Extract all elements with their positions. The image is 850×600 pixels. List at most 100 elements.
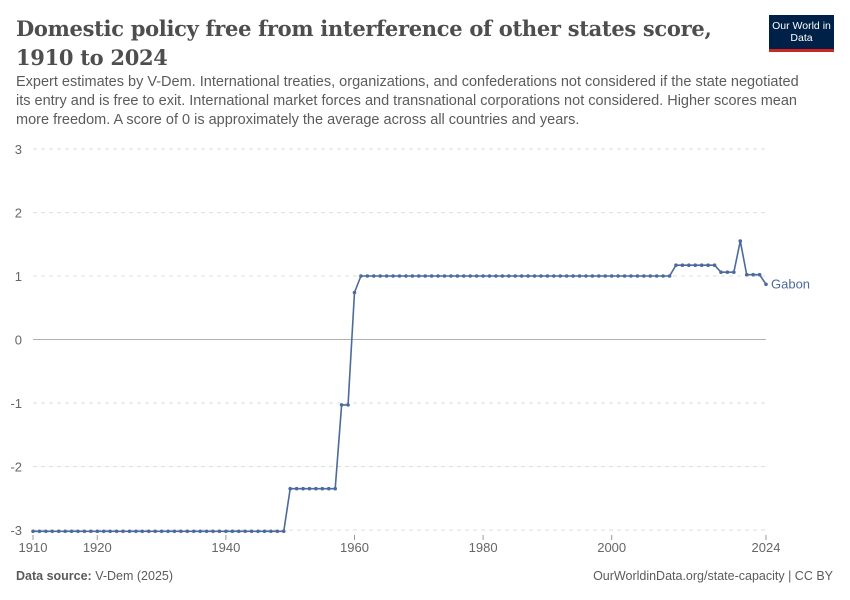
data-point: [359, 274, 363, 278]
data-point: [31, 529, 35, 534]
data-point: [577, 274, 582, 278]
data-point: [269, 529, 273, 534]
source-link[interactable]: V-Dem (2025): [95, 569, 174, 583]
data-point: [236, 529, 241, 534]
data-point: [352, 290, 357, 295]
data-point: [371, 274, 376, 278]
data-point: [564, 274, 569, 278]
chart-subtitle: Expert estimates by V-Dem. International…: [16, 74, 799, 128]
license-link[interactable]: OurWorldinData.org/state-capacity | CC B…: [593, 569, 833, 583]
data-point: [230, 529, 235, 534]
data-point: [732, 270, 736, 274]
data-point: [108, 529, 112, 534]
data-point: [44, 529, 48, 534]
data-point: [140, 529, 145, 534]
data-point: [339, 403, 344, 407]
data-point: [37, 529, 42, 534]
data-point: [50, 529, 55, 534]
y-tick-label: 0: [15, 333, 22, 348]
data-point: [584, 274, 588, 278]
data-point: [597, 274, 601, 278]
data-point: [333, 486, 338, 491]
data-point: [159, 529, 164, 534]
data-point: [146, 529, 151, 534]
data-point: [642, 274, 646, 278]
data-point: [127, 529, 132, 534]
series-label: Gabon: [771, 276, 810, 291]
data-point: [609, 274, 614, 278]
data-point: [391, 274, 395, 278]
data-point: [262, 529, 267, 534]
data-point: [153, 529, 157, 534]
data-point: [725, 270, 730, 274]
data-point: [738, 239, 743, 243]
data-point: [693, 263, 698, 268]
data-point: [404, 274, 408, 278]
data-point: [256, 529, 260, 534]
source-label: Data source:: [16, 569, 92, 583]
data-point: [423, 274, 428, 278]
data-point: [603, 274, 608, 278]
data-point: [552, 274, 556, 278]
data-point: [545, 274, 550, 278]
x-tick-label: 1920: [83, 540, 112, 555]
y-tick-label: -3: [10, 523, 22, 538]
data-point: [513, 274, 518, 278]
series-line: [33, 240, 767, 533]
data-point: [198, 529, 202, 534]
data-point: [384, 274, 389, 278]
data-point: [416, 274, 421, 278]
data-point: [661, 274, 665, 278]
y-tick-label: 3: [15, 142, 22, 157]
data-point: [314, 486, 318, 491]
data-point: [326, 486, 331, 491]
data-point: [616, 274, 620, 278]
data-point: [320, 486, 325, 491]
data-point: [69, 529, 74, 534]
x-tick-label: 1980: [469, 540, 498, 555]
data-point: [378, 274, 383, 278]
data-point: [436, 274, 440, 278]
data-point: [481, 274, 485, 278]
data-point: [204, 529, 209, 534]
x-tick-label: 1940: [211, 540, 240, 555]
data-point: [590, 274, 595, 278]
data-point: [507, 274, 511, 278]
data-point: [629, 274, 633, 278]
data-point: [719, 270, 723, 274]
data-point: [764, 282, 768, 287]
data-point: [217, 529, 222, 534]
data-point: [211, 529, 215, 534]
data-point: [288, 486, 292, 491]
data-point: [539, 274, 543, 278]
data-point: [166, 529, 170, 534]
data-point: [82, 529, 87, 534]
data-point: [114, 529, 119, 534]
data-point: [301, 486, 305, 491]
data-point: [648, 274, 653, 278]
data-point: [243, 529, 247, 534]
data-point: [365, 274, 370, 278]
data-point: [429, 274, 434, 278]
data-point: [461, 274, 466, 278]
data-point: [455, 274, 460, 278]
data-point: [63, 529, 67, 534]
data-point: [172, 529, 177, 534]
data-point: [76, 529, 80, 534]
data-point: [706, 263, 710, 268]
data-point: [449, 274, 453, 278]
data-point: [468, 274, 473, 278]
data-point: [346, 403, 350, 407]
data-point: [101, 529, 106, 534]
data-point: [191, 529, 196, 534]
data-point: [487, 274, 492, 278]
data-point: [179, 529, 183, 534]
data-point: [500, 274, 505, 278]
data-point: [494, 274, 498, 278]
data-point: [474, 274, 479, 278]
y-tick-label: 1: [15, 269, 22, 284]
owid-logo[interactable]: Our World in Data: [769, 15, 834, 52]
data-point: [397, 274, 402, 278]
data-point: [712, 263, 717, 268]
